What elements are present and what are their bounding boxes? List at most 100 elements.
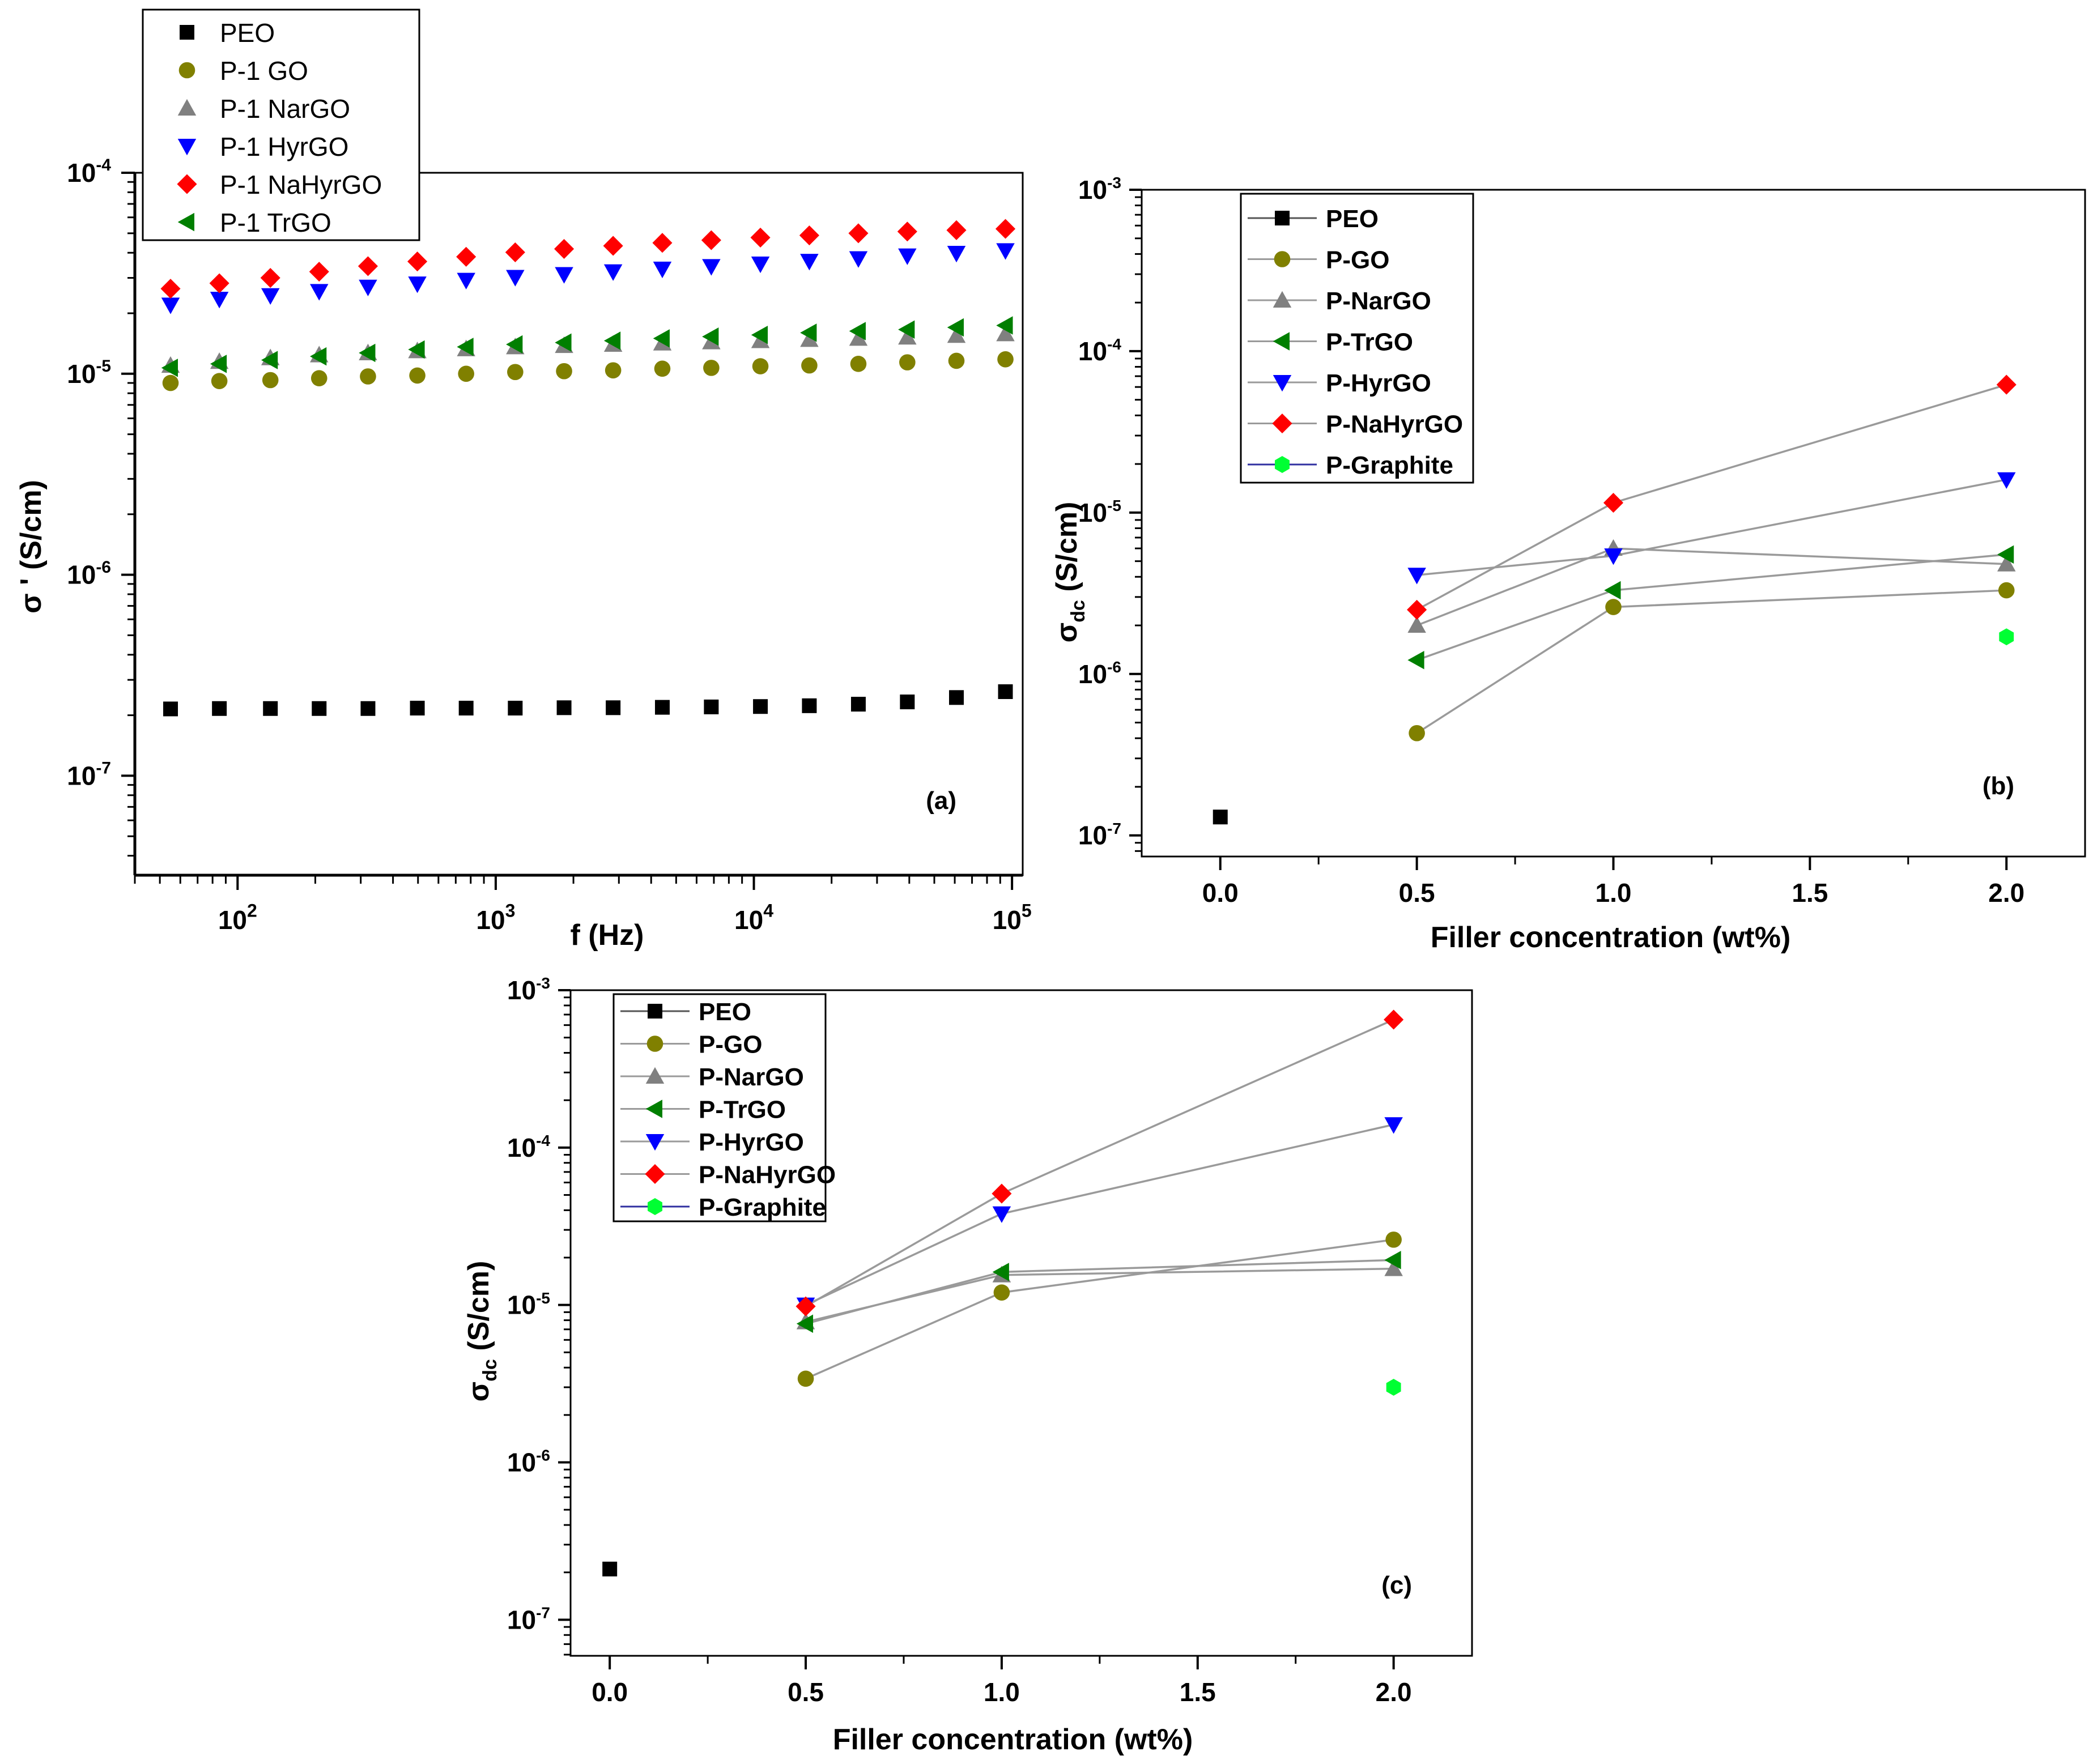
panel-b-y-tick-label: 10-5: [1078, 497, 1121, 527]
panel-c-point-p-trgo: [992, 1263, 1009, 1281]
panel-c-y-label: σdc (S/cm): [462, 1261, 501, 1402]
panel-a-point-p-1-trgo: [653, 329, 670, 348]
panel-a-point-peo: [212, 701, 227, 716]
panel-a-y-tick-label: 10-4: [67, 156, 111, 188]
panel-a-point-peo: [312, 701, 327, 716]
panel-b-legend-marker-peo: [1275, 211, 1290, 225]
panel-b-x-tick-label: 2.0: [1988, 878, 2024, 907]
panel-a-point-p-1-nahyrgo: [160, 279, 181, 299]
panel-c-point-p-go: [797, 1370, 814, 1387]
panel-a-point-p-1-trgo: [210, 355, 227, 373]
panel-b-series-p-graphite: [1999, 628, 2014, 646]
panel-c-x-tick-label: 0.5: [788, 1677, 824, 1707]
panel-c-point-p-hyrgo: [992, 1206, 1011, 1223]
panel-a-point-p-1-go: [654, 360, 671, 377]
panel-a-y-label: σ ' (S/cm): [15, 480, 48, 613]
panel-a-series-p-1-nahyrgo: [160, 219, 1016, 299]
panel-a-point-p-1-trgo: [310, 347, 327, 366]
panel-c-y-tick-label: 10-3: [507, 974, 550, 1005]
panel-a-point-p-1-go: [409, 367, 426, 384]
panel-a-point-p-1-nahyrgo: [505, 242, 525, 262]
panel-b-legend-marker-p-graphite: [1275, 456, 1290, 473]
panel-c-legend-marker-peo: [648, 1004, 662, 1019]
panel-a-point-peo: [263, 701, 278, 716]
panel-c-point-p-nargo: [1384, 1259, 1403, 1276]
panel-a-point-p-1-hyrgo: [161, 297, 180, 314]
panel-a-point-p-1-nahyrgo: [260, 267, 280, 288]
panel-a-point-peo: [753, 699, 768, 714]
panel-a-point-peo: [949, 690, 964, 705]
panel-c-point-p-go: [1385, 1232, 1402, 1248]
panel-c-point-p-nahyrgo: [992, 1183, 1012, 1204]
panel-c-y-tick-label: 10-5: [507, 1289, 550, 1320]
panel-a: 102 103 104 105 10-7 10-6 10-5 10-4 f (Hz) σ ' (S…: [15, 8, 1032, 952]
panel-b-point-p-go: [1605, 599, 1622, 615]
panel-b-point-p-trgo: [1604, 581, 1621, 600]
panel-c-legend-label-p-nargo: P-NarGO: [699, 1063, 804, 1091]
panel-a-point-p-1-nargo: [947, 326, 966, 343]
panel-a-point-p-1-go: [850, 356, 867, 372]
panel-a-legend-marker-p-1-trgo: [177, 212, 194, 232]
panel-a-point-peo: [606, 700, 621, 715]
panel-b-legend-marker-p-go: [1274, 251, 1291, 267]
panel-a-point-p-1-go: [310, 370, 327, 387]
panel-b-y-label: σdc (S/cm): [1050, 502, 1089, 643]
panel-a-point-peo: [900, 694, 915, 710]
panel-c-frame: [569, 989, 1473, 1657]
panel-a-point-p-1-trgo: [359, 343, 376, 363]
panel-a-legend-marker-p-1-nargo: [177, 99, 197, 116]
panel-a-point-p-1-nahyrgo: [799, 225, 819, 246]
panel-c-point-p-trgo: [1384, 1251, 1401, 1269]
panel-a-x-tick-label: 102: [218, 900, 257, 935]
panel-b-series-p-go: [1409, 582, 2015, 742]
panel-c-point-peo: [602, 1561, 618, 1576]
panel-a-point-p-1-trgo: [261, 351, 278, 369]
panel-b-x-tick-label: 0.0: [1202, 878, 1239, 907]
panel-b-series-p-hyrgo: [1407, 472, 2016, 585]
panel-b-point-p-trgo: [1997, 545, 2014, 564]
panel-a-x-tick-label: 105: [993, 900, 1032, 935]
panel-a-point-p-1-trgo: [702, 327, 719, 346]
panel-a-point-p-1-go: [605, 362, 622, 379]
panel-b-x-tick-label: 1.0: [1596, 878, 1632, 907]
panel-b-legend-label-p-hyrgo: P-HyrGO: [1326, 369, 1431, 397]
panel-a-point-p-1-go: [801, 357, 818, 374]
panel-a-point-p-1-nahyrgo: [554, 238, 575, 259]
panel-b-legend-label-p-go: P-GO: [1326, 246, 1389, 274]
panel-a-point-peo: [458, 701, 474, 716]
panel-a-point-peo: [802, 698, 817, 713]
panel-c-x-tick-label: 1.5: [1180, 1677, 1216, 1707]
panel-c-legend-marker-p-trgo: [645, 1100, 662, 1118]
panel-a-point-p-1-hyrgo: [261, 288, 280, 305]
panel-a-point-p-1-nahyrgo: [848, 223, 869, 244]
panel-b-series-peo: [1213, 809, 1228, 825]
panel-a-series-peo: [163, 684, 1013, 717]
panel-c-y-tick-label: 10-4: [507, 1132, 550, 1162]
panel-c-legend-marker-p-go: [646, 1036, 663, 1052]
panel-b-point-p-graphite: [1999, 628, 2014, 646]
panel-a-point-p-1-trgo: [947, 318, 964, 337]
panel-b-point-p-nahyrgo: [1603, 493, 1624, 513]
panel-a-point-peo: [654, 700, 670, 715]
panel-a-point-p-1-trgo: [408, 340, 425, 359]
panel-a-point-p-1-nargo: [898, 328, 917, 345]
panel-b-series-p-nahyrgo: [1407, 374, 2017, 620]
panel-a-point-p-1-hyrgo: [457, 272, 475, 289]
panel-b-point-p-go: [1409, 725, 1425, 742]
panel-c-legend-label-p-trgo: P-TrGO: [699, 1096, 786, 1124]
panel-b-point-p-nahyrgo: [1996, 374, 2017, 395]
panel-a-point-p-1-trgo: [800, 323, 817, 342]
panel-a-series-p-1-hyrgo: [161, 243, 1015, 314]
panel-c-x-tick-label: 2.0: [1376, 1677, 1412, 1707]
panel-a-x-tick-label: 104: [734, 900, 773, 935]
panel-a-point-p-1-go: [703, 360, 720, 376]
panel-a-label: (a): [926, 787, 956, 815]
panel-a-point-p-1-hyrgo: [751, 256, 770, 274]
panel-c-legend-marker-p-hyrgo: [645, 1134, 665, 1151]
panel-a-point-p-1-nahyrgo: [946, 220, 967, 240]
panel-a-point-peo: [850, 697, 866, 712]
panel-b-y-tick-label: 10-7: [1078, 820, 1121, 850]
panel-c-point-p-graphite: [1386, 1378, 1401, 1396]
panel-a-point-peo: [556, 700, 572, 715]
